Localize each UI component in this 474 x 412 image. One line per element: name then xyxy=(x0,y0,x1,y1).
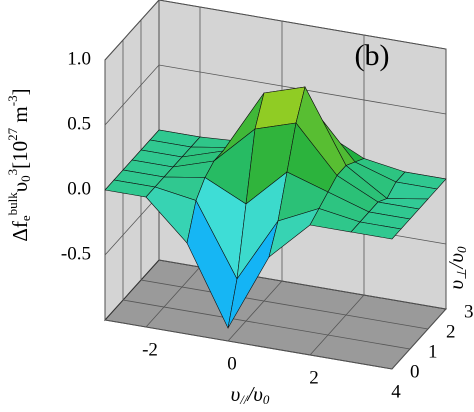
z-axis-title-part: 0 xyxy=(18,175,33,182)
y-tick-label: 3 xyxy=(464,301,474,322)
grid-line xyxy=(158,0,447,310)
z-axis-title-part: 27 xyxy=(5,127,20,141)
y-axis-title-part: /υ xyxy=(444,253,468,269)
x-tick-label: 0 xyxy=(227,353,237,374)
y-axis-title: υ⊥/υ0 xyxy=(444,246,469,289)
x-axis-title-part: υ xyxy=(231,382,241,406)
z-tick-label: -0.5 xyxy=(61,243,91,264)
grid-line xyxy=(140,20,429,330)
x-axis-title: υ///υ0 xyxy=(231,382,270,407)
panel-label: (b) xyxy=(355,39,390,72)
z-axis-title-part: [10 xyxy=(8,141,32,169)
x-tick-label: 2 xyxy=(309,367,319,388)
z-axis-title-part: bulk xyxy=(5,192,20,216)
y-tick-label: 2 xyxy=(446,321,456,342)
x-axis-title-part: // xyxy=(239,392,249,407)
z-axis-title-part: Δf xyxy=(8,221,32,242)
grid-line xyxy=(122,40,411,350)
z-axis-title-part: ] xyxy=(8,88,32,95)
y-tick-label: 1 xyxy=(428,341,438,362)
z-axis-title: Δfebulkυ03[1027 m-3] xyxy=(5,88,33,241)
x-tick-label: -2 xyxy=(142,339,158,360)
z-tick-label: 1.0 xyxy=(67,48,91,69)
surface-patch xyxy=(350,221,402,240)
y-axis-title-part: υ xyxy=(444,280,468,290)
x-axis-title-part: 0 xyxy=(263,392,270,407)
z-tick-label: 0.5 xyxy=(67,113,91,134)
y-axis-title-part: 0 xyxy=(454,246,469,253)
grid-line xyxy=(104,60,393,370)
grid-line xyxy=(104,0,447,61)
grid-line xyxy=(104,64,447,126)
z-axis-title-part: 3 xyxy=(5,169,20,176)
z-tick-label: 0.0 xyxy=(67,178,91,199)
y-axis-title-part: ⊥ xyxy=(454,269,469,280)
z-axis-title-part: e xyxy=(18,215,33,221)
x-axis-title-part: /υ xyxy=(246,382,262,406)
x-tick-label: 4 xyxy=(391,381,401,402)
z-axis-title-part: -3 xyxy=(5,95,20,106)
y-tick-label: 0 xyxy=(410,361,420,382)
z-axis-title-part: υ xyxy=(8,182,32,192)
z-axis-title-part: m xyxy=(8,106,32,128)
